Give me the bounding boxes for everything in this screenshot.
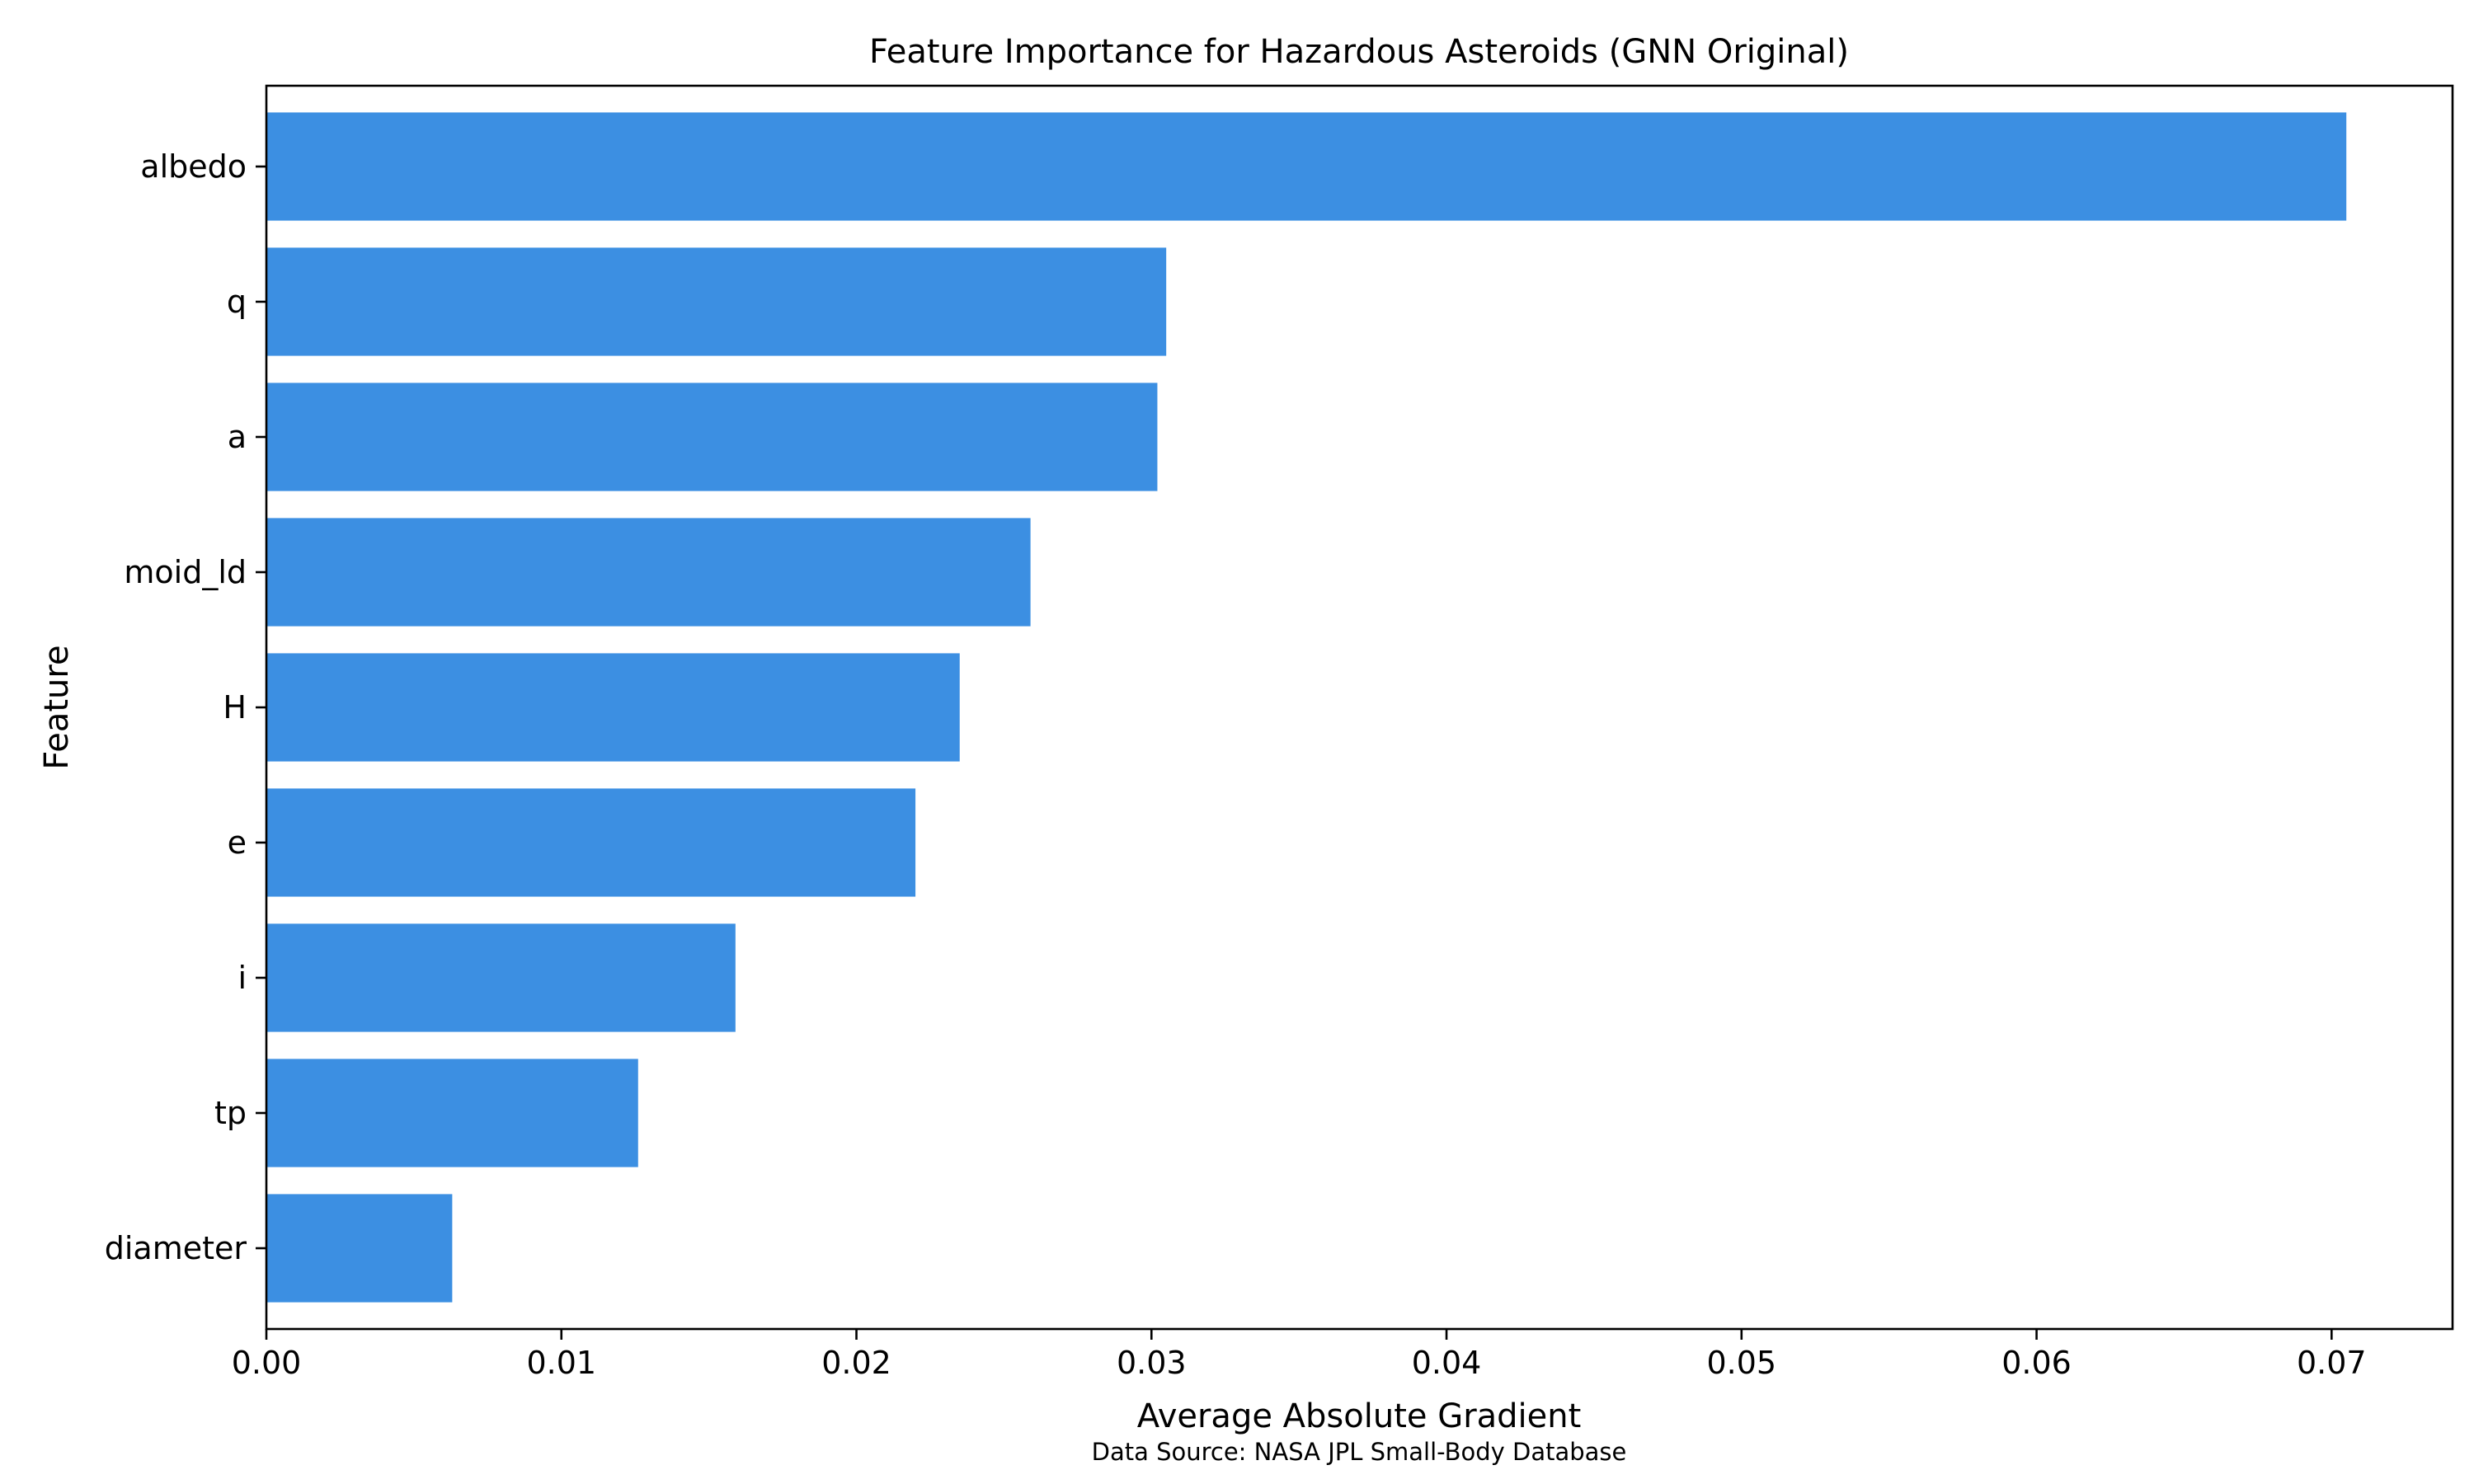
y-tick-label-diameter: diameter — [105, 1230, 247, 1266]
bar-a — [266, 383, 1158, 491]
x-tick-label-0: 0.00 — [232, 1345, 302, 1381]
chart-title: Feature Importance for Hazardous Asteroi… — [869, 33, 1849, 71]
bar-diameter — [266, 1194, 453, 1303]
bar-albedo — [266, 112, 2347, 221]
y-tick-label-tp: tp — [214, 1095, 247, 1131]
bar-moid-ld — [266, 518, 1031, 627]
x-tick-label-5: 0.05 — [1706, 1345, 1776, 1381]
y-tick-label-e: e — [228, 824, 247, 861]
source-note: Data Source: NASA JPL Small-Body Databas… — [1092, 1438, 1627, 1466]
x-tick-label-3: 0.03 — [1117, 1345, 1187, 1381]
x-axis: 0.00 0.01 0.02 0.03 0.04 0.05 0.06 0.07 — [232, 1329, 2367, 1381]
bar-e — [266, 788, 916, 897]
y-tick-label-h: H — [223, 689, 247, 726]
y-axis: albedo q a moid_ld He i tp diameter — [105, 148, 266, 1266]
y-axis-label: Feature — [38, 645, 76, 769]
x-tick-label-4: 0.04 — [1412, 1345, 1482, 1381]
bar-tp — [266, 1059, 638, 1167]
x-tick-label-1: 0.01 — [526, 1345, 596, 1381]
x-axis-label: Average Absolute Gradient — [1137, 1397, 1582, 1435]
bar-q — [266, 247, 1167, 356]
y-tick-label-i: i — [238, 960, 247, 996]
x-tick-label-2: 0.02 — [821, 1345, 891, 1381]
y-tick-label-albedo: albedo — [140, 148, 247, 185]
bar-i — [266, 923, 736, 1032]
bar-h — [266, 653, 960, 762]
x-tick-label-6: 0.06 — [2001, 1345, 2072, 1381]
bars — [266, 112, 2347, 1303]
plot-frame — [265, 84, 2454, 1331]
y-tick-label-q: q — [227, 284, 247, 320]
x-tick-label-7: 0.07 — [2297, 1345, 2367, 1381]
y-tick-label-moid-ld: moid_ld — [124, 554, 247, 590]
y-tick-label-a: a — [228, 419, 247, 455]
